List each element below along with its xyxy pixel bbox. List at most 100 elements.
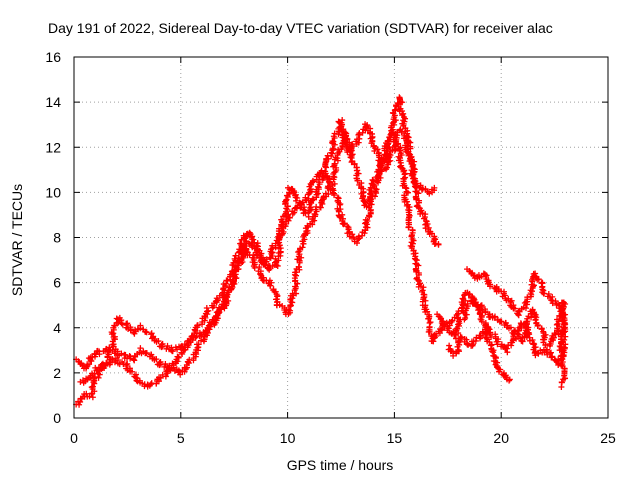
plus-marker [483, 335, 490, 342]
plus-marker [312, 211, 319, 218]
plus-marker [482, 308, 489, 315]
plus-marker [425, 315, 432, 322]
plus-marker [549, 335, 556, 342]
plus-marker [422, 302, 429, 309]
plus-marker [336, 213, 343, 220]
plus-marker [511, 329, 518, 336]
plus-marker [384, 138, 391, 145]
y-tick-label: 10 [45, 184, 61, 200]
plus-marker [558, 383, 565, 390]
plus-marker [285, 184, 292, 191]
series-track-2 [73, 94, 438, 378]
plus-marker [354, 177, 361, 184]
y-tick-label: 14 [45, 94, 61, 110]
plus-marker [118, 317, 125, 324]
plus-marker [501, 288, 508, 295]
plus-marker [406, 212, 413, 219]
plus-marker [497, 366, 504, 373]
plus-marker [391, 107, 398, 114]
plus-marker [108, 331, 115, 338]
plus-marker [207, 321, 214, 328]
plus-marker [118, 350, 125, 357]
plus-marker [545, 291, 552, 298]
plus-marker [351, 160, 358, 167]
plus-marker [472, 299, 479, 306]
plus-marker [91, 388, 98, 395]
plus-marker [453, 349, 460, 356]
plus-marker [503, 374, 510, 381]
plus-marker [393, 141, 400, 148]
plus-marker [498, 318, 505, 325]
plus-marker [225, 297, 232, 304]
plus-marker [560, 299, 567, 306]
plus-marker [509, 339, 516, 346]
plus-marker [552, 331, 559, 338]
plus-marker [424, 308, 431, 315]
plus-marker [267, 282, 274, 289]
plus-marker [230, 278, 237, 285]
x-tick-label: 20 [493, 430, 509, 446]
plus-marker [285, 306, 292, 313]
plus-marker [555, 328, 562, 335]
plus-marker [220, 301, 227, 308]
plus-marker [372, 185, 379, 192]
plus-marker [293, 197, 300, 204]
plus-marker [205, 307, 212, 314]
plus-marker [409, 171, 416, 178]
plus-marker [283, 220, 290, 227]
plus-marker [284, 194, 291, 201]
plus-marker [353, 136, 360, 143]
plus-marker [143, 350, 150, 357]
plus-marker [318, 167, 325, 174]
plus-marker [337, 214, 344, 221]
plus-marker [78, 360, 85, 367]
plus-marker [469, 269, 476, 276]
plus-marker [214, 309, 221, 316]
plus-marker [338, 127, 345, 134]
plus-marker [334, 151, 341, 158]
y-tick-label: 12 [45, 139, 61, 155]
plus-marker [400, 110, 407, 117]
plus-marker [562, 328, 569, 335]
plus-marker [293, 205, 300, 212]
plus-marker [274, 240, 281, 247]
plus-marker [449, 317, 456, 324]
plus-marker [331, 130, 338, 137]
plus-marker [91, 377, 98, 384]
plus-marker [263, 256, 270, 263]
plus-marker [367, 207, 374, 214]
plus-marker [235, 254, 242, 261]
plus-marker [346, 229, 353, 236]
plus-marker [402, 184, 409, 191]
plus-marker [102, 362, 109, 369]
plus-marker [409, 229, 416, 236]
plus-marker [370, 177, 377, 184]
x-tick-label: 10 [280, 430, 296, 446]
plus-marker [210, 317, 217, 324]
plus-marker [506, 377, 513, 384]
plus-marker [326, 175, 333, 182]
plus-marker [510, 336, 517, 343]
plus-marker [387, 157, 394, 164]
plus-marker [364, 224, 371, 231]
plus-marker [493, 338, 500, 345]
plus-marker [405, 139, 412, 146]
plus-marker [298, 200, 305, 207]
plus-marker [137, 322, 144, 329]
plus-marker [349, 143, 356, 150]
plus-marker [76, 401, 83, 408]
plus-marker [409, 243, 416, 250]
plus-marker [418, 207, 425, 214]
plus-marker [375, 173, 382, 180]
plus-marker [492, 331, 499, 338]
plus-marker [371, 148, 378, 155]
plus-marker [110, 341, 117, 348]
plus-marker [389, 120, 396, 127]
plus-marker [491, 313, 498, 320]
plus-marker [487, 281, 494, 288]
plus-marker [333, 167, 340, 174]
plus-marker [465, 291, 472, 298]
plus-marker [552, 357, 559, 364]
plus-marker [542, 331, 549, 338]
plus-marker [547, 341, 554, 348]
